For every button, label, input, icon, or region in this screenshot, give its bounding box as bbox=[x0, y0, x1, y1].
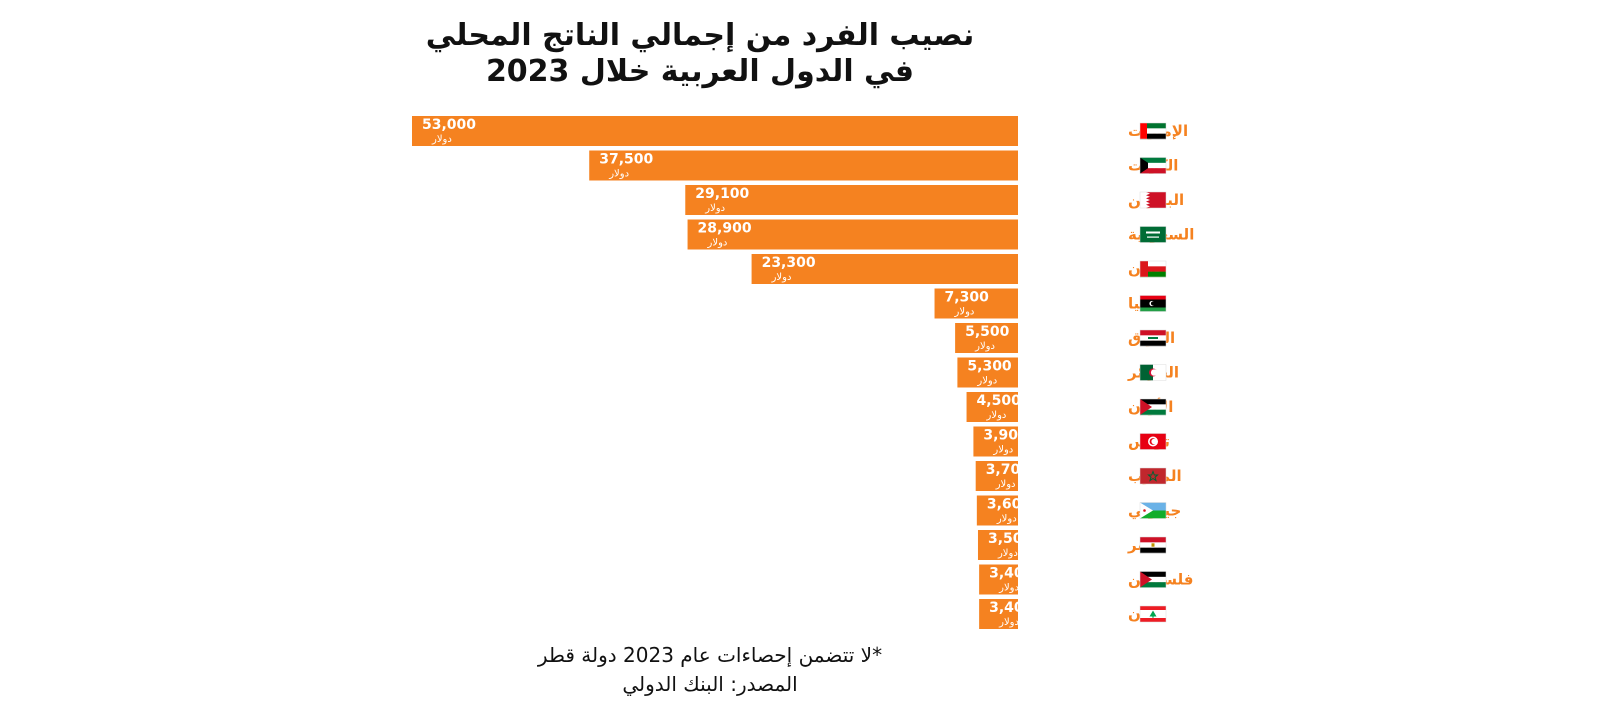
bar-value-label: 4,500 bbox=[977, 393, 1022, 409]
libya-flag-icon bbox=[1139, 295, 1167, 312]
bar-unit-label: دولار bbox=[974, 341, 995, 352]
bar bbox=[957, 357, 1018, 388]
bar-value-label: 37,500 bbox=[599, 152, 653, 168]
bar-value-label: 3,400 bbox=[989, 566, 1034, 582]
lebanon-flag-icon bbox=[1139, 605, 1167, 623]
morocco-flag-icon bbox=[1139, 467, 1167, 485]
jordan-flag-icon bbox=[1139, 398, 1167, 416]
bar-value-label: 23,300 bbox=[762, 255, 816, 271]
bar bbox=[973, 426, 1018, 457]
bar-unit-label: دولار bbox=[997, 548, 1018, 559]
bar-value-label: 3,500 bbox=[988, 531, 1033, 547]
bar bbox=[685, 185, 1018, 215]
chart-title: نصيب الفرد من إجمالي الناتج المحلي في ال… bbox=[400, 18, 1000, 90]
bar-value-label: 3,600 bbox=[987, 497, 1032, 513]
tunisia-flag-icon bbox=[1139, 433, 1167, 450]
bar bbox=[589, 150, 1018, 181]
bar-value-label: 3,700 bbox=[986, 462, 1031, 478]
bar-unit-label: دولار bbox=[771, 272, 792, 283]
bar bbox=[976, 495, 1018, 526]
palestine-flag-icon bbox=[1139, 571, 1167, 588]
chart-title-line-1: نصيب الفرد من إجمالي الناتج المحلي bbox=[425, 18, 975, 53]
bar-value-label: 29,100 bbox=[695, 186, 749, 202]
kuwait-flag-icon bbox=[1139, 157, 1167, 174]
bar bbox=[751, 254, 1018, 284]
bar bbox=[412, 116, 1018, 146]
algeria-flag-icon bbox=[1139, 364, 1167, 381]
chart-title-line-2: في الدول العربية خلال 2023 bbox=[485, 54, 915, 89]
bar-unit-label: دولار bbox=[707, 238, 728, 249]
djibouti-flag-icon bbox=[1139, 502, 1167, 519]
bar-unit-label: دولار bbox=[704, 203, 725, 214]
bar-unit-label: دولار bbox=[431, 134, 452, 145]
source-note: المصدر: البنك الدولي bbox=[622, 672, 798, 696]
bar-unit-label: دولار bbox=[992, 445, 1013, 456]
bar-value-label: 5,300 bbox=[967, 359, 1012, 375]
bar-unit-label: دولار bbox=[998, 617, 1019, 628]
bar-unit-label: دولار bbox=[976, 376, 997, 387]
egypt-flag-icon bbox=[1139, 536, 1167, 554]
bar-unit-label: دولار bbox=[998, 583, 1019, 594]
oman-flag-icon bbox=[1139, 260, 1167, 278]
bar-unit-label: دولار bbox=[996, 514, 1017, 525]
bar-unit-label: دولار bbox=[608, 169, 629, 180]
bar bbox=[687, 219, 1018, 250]
bar-value-label: 7,300 bbox=[945, 290, 990, 306]
bar-unit-label: دولار bbox=[986, 410, 1007, 421]
bar bbox=[977, 530, 1018, 560]
bar bbox=[979, 564, 1018, 595]
bahrain-flag-icon bbox=[1139, 191, 1167, 209]
footnote: *لا تتضمن إحصاءات عام 2023 دولة قطر bbox=[537, 643, 883, 667]
iraq-flag-icon bbox=[1139, 329, 1167, 347]
uae-flag-icon bbox=[1139, 122, 1167, 140]
bar bbox=[975, 461, 1018, 491]
bar bbox=[966, 392, 1018, 422]
bar-value-label: 3,900 bbox=[983, 428, 1028, 444]
bar bbox=[979, 599, 1018, 629]
saudi-flag-icon bbox=[1139, 226, 1167, 243]
bar-value-label: 28,900 bbox=[698, 221, 752, 237]
bar-value-label: 53,000 bbox=[422, 117, 476, 133]
bar-value-label: 5,500 bbox=[965, 324, 1010, 340]
bar-unit-label: دولار bbox=[954, 307, 975, 318]
bar-value-label: 3,400 bbox=[989, 600, 1034, 616]
bar bbox=[955, 323, 1018, 353]
bar bbox=[934, 288, 1018, 319]
bar-unit-label: دولار bbox=[995, 479, 1016, 490]
